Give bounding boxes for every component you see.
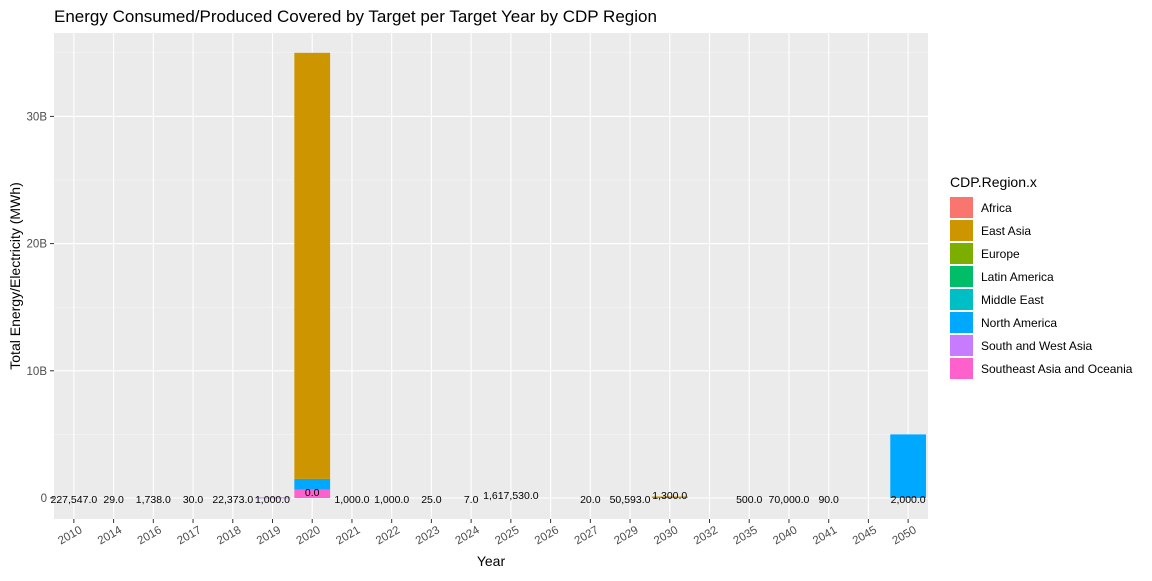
x-tick-label: 2019 xyxy=(255,524,283,547)
x-tick-label: 2045 xyxy=(851,524,879,547)
x-tick-label: 2010 xyxy=(56,524,84,547)
data-label: 25.0 xyxy=(421,494,442,506)
x-axis-title: Year xyxy=(477,553,506,569)
legend-key xyxy=(950,220,973,241)
data-label: 50,593.0 xyxy=(610,494,651,506)
x-tick-label: 2017 xyxy=(175,524,203,547)
x-tick-label: 2018 xyxy=(215,524,243,547)
grid-lines xyxy=(54,33,928,519)
legend-key xyxy=(950,266,973,287)
legend-label: South and West Asia xyxy=(981,339,1093,353)
x-tick-label: 2050 xyxy=(890,524,918,547)
y-tick-label: 10B xyxy=(27,366,48,378)
data-label: 1,617,530.0 xyxy=(483,490,539,502)
x-tick-label: 2025 xyxy=(493,524,521,547)
x-axis: 2010 2014 2016 2017 2018 2019 2020 2021 2022 2023… xyxy=(56,519,919,547)
data-label: 7.0 xyxy=(464,494,479,506)
x-tick-label: 2024 xyxy=(453,524,482,547)
bar-segment xyxy=(890,434,927,498)
plot-panel xyxy=(54,33,928,519)
y-axis-title: Total Energy/Electricity (MWh) xyxy=(7,182,23,369)
x-tick-label: 2022 xyxy=(374,524,402,547)
y-tick-label: 20B xyxy=(27,239,48,251)
data-label: 0.0 xyxy=(305,487,320,499)
x-tick-label: 2016 xyxy=(136,524,164,547)
bar-segment xyxy=(294,52,331,479)
bar-segment xyxy=(651,496,688,498)
x-tick-label: 2029 xyxy=(612,524,640,547)
bar-segment xyxy=(254,497,291,499)
legend-key xyxy=(950,335,973,356)
y-axis: 0 10B 20B 30B xyxy=(27,111,54,505)
bar-segment xyxy=(294,478,331,490)
data-label: 1,000.0 xyxy=(374,494,409,506)
x-tick-label: 2027 xyxy=(573,524,601,547)
legend-key xyxy=(950,358,973,379)
data-label: 2,000.0 xyxy=(891,494,926,506)
data-labels: 227,547.0 29.0 1,738.0 30.0 22,373.0 1,000.00… xyxy=(51,487,926,506)
legend-key xyxy=(950,289,973,310)
y-tick-label: 0 xyxy=(41,493,47,505)
data-label: 22,373.0 xyxy=(212,494,253,506)
legend-title: CDP.Region.x xyxy=(950,174,1037,190)
data-label: 1,000.0 xyxy=(255,494,290,506)
x-tick-label: 2023 xyxy=(414,524,442,547)
data-label: 227,547.0 xyxy=(51,494,98,506)
data-label: 1,000.0 xyxy=(334,494,369,506)
chart-title: Energy Consumed/Produced Covered by Targ… xyxy=(54,7,657,26)
x-tick-label: 2014 xyxy=(96,524,125,547)
data-label: 70,000.0 xyxy=(769,494,810,506)
legend-label: North America xyxy=(981,316,1057,330)
legend: CDP.Region.x Africa East Asia Europe Latin … xyxy=(950,174,1133,379)
x-tick-label: 2035 xyxy=(732,524,760,547)
x-tick-label: 2032 xyxy=(692,524,720,547)
bar-segment xyxy=(294,489,331,498)
legend-label: Middle East xyxy=(981,293,1044,307)
legend-label: Africa xyxy=(981,201,1012,215)
x-tick-label: 2030 xyxy=(652,524,680,547)
legend-key xyxy=(950,312,973,333)
legend-label: Europe xyxy=(981,247,1020,261)
x-tick-label: 2020 xyxy=(295,524,323,547)
data-label: 1,738.0 xyxy=(136,494,171,506)
data-label: 90.0 xyxy=(818,494,839,506)
legend-label: Latin America xyxy=(981,270,1054,284)
data-label: 30.0 xyxy=(183,494,204,506)
data-label: 500.0 xyxy=(736,494,762,506)
x-tick-label: 2041 xyxy=(811,524,839,547)
legend-label: East Asia xyxy=(981,224,1031,238)
legend-key xyxy=(950,243,973,264)
x-tick-label: 2021 xyxy=(334,524,362,547)
y-tick-label: 30B xyxy=(27,111,48,123)
legend-key xyxy=(950,197,973,218)
bars xyxy=(254,52,927,499)
data-label: 20.0 xyxy=(580,494,601,506)
x-tick-label: 2040 xyxy=(771,524,799,547)
data-label: 1,300.0 xyxy=(652,490,687,502)
data-label: 29.0 xyxy=(103,494,124,506)
legend-label: Southeast Asia and Oceania xyxy=(981,362,1133,376)
x-tick-label: 2026 xyxy=(533,524,561,547)
